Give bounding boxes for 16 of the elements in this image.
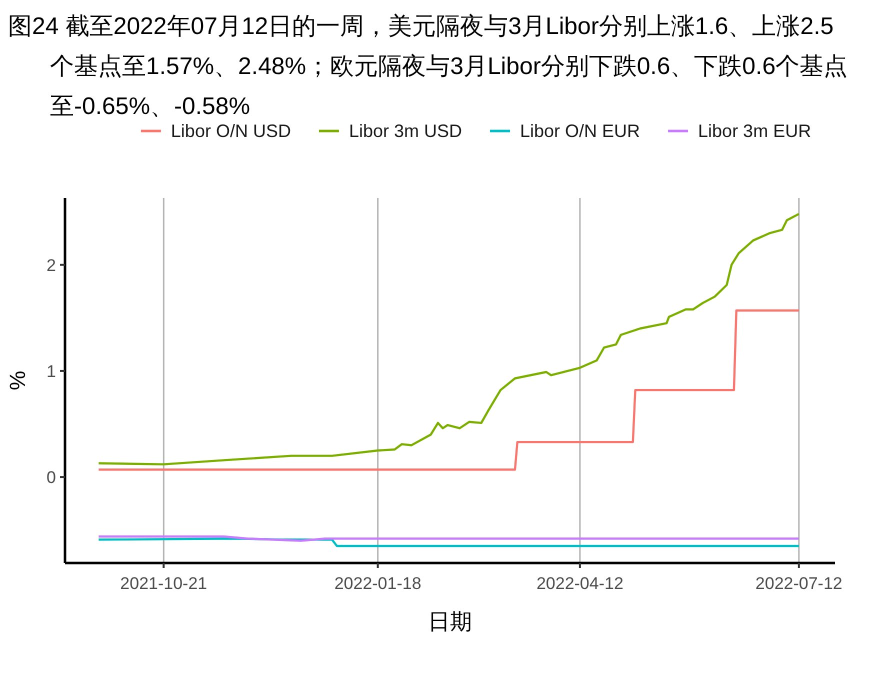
line-series bbox=[98, 309, 800, 471]
x-tick-label: 2022-01-18 bbox=[334, 574, 422, 593]
legend-label: Libor 3m USD bbox=[348, 121, 462, 141]
x-tick-label: 2021-10-21 bbox=[120, 574, 208, 593]
chart-title: 图24 截至2022年07月12日的一周，美元隔夜与3月Libor分别上涨1.6、上涨2.5个基点至1.57%、2.48%；欧元隔夜与3月Libor分别下跌0.6、下跌0.6个基点至-0.65%、-0.58% bbox=[8, 13, 848, 120]
x-tick-label: 2022-04-12 bbox=[536, 574, 624, 593]
legend-label: Libor O/N EUR bbox=[520, 121, 640, 141]
y-tick-label: 1 bbox=[46, 362, 56, 381]
y-axis-title: % bbox=[5, 370, 30, 390]
y-tick-label: 2 bbox=[46, 256, 56, 275]
x-tick-label: 2022-07-12 bbox=[755, 574, 842, 593]
line-series bbox=[98, 212, 800, 466]
legend-label: Libor 3m EUR bbox=[698, 121, 812, 141]
y-tick-label: 0 bbox=[46, 468, 56, 488]
x-axis-title: 日期 bbox=[428, 609, 472, 634]
legend-label: Libor O/N USD bbox=[170, 121, 291, 141]
